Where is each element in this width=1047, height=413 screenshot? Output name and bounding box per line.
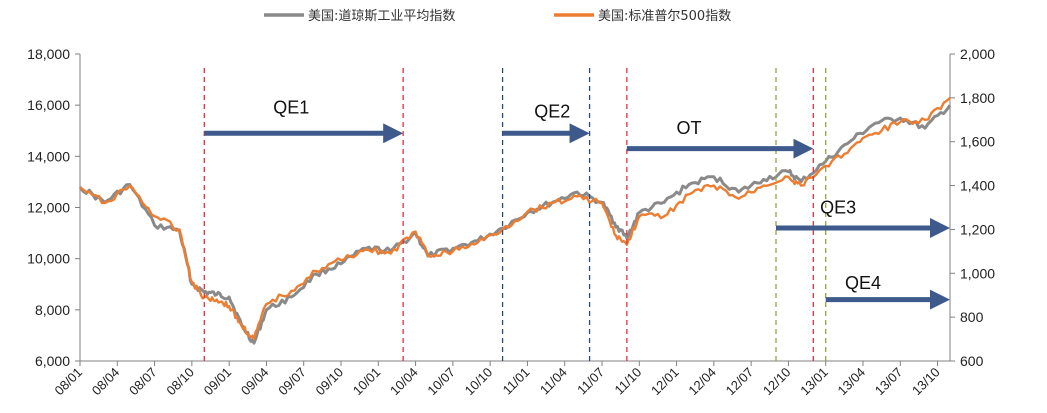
x-tick-label: 11/01: [500, 365, 533, 398]
y-axis-right: 600 800 1,000 1,200 1,400 1,600 1,800 2,000: [949, 46, 995, 369]
annotations: QE1 QE2 OT QE3 QE4: [204, 98, 950, 310]
y-right-tick-label: 1,400: [960, 178, 995, 194]
annotation-label: QE4: [845, 273, 881, 293]
x-tick-label: 08/04: [89, 365, 123, 399]
legend-label-1: 美国:道琼斯工业平均指数: [308, 9, 455, 24]
y-right-tick-label: 2,000: [960, 46, 995, 62]
y-left-tick-label: 12,000: [27, 200, 70, 216]
y-right-tick-label: 800: [960, 309, 984, 325]
annotation-label: OT: [677, 118, 702, 138]
y-right-tick-label: 600: [960, 353, 984, 369]
annotation-label: QE1: [273, 98, 309, 118]
x-axis: 08/01 08/04 08/07 08/10 09/01 09/04 09/07 09/10…: [52, 360, 950, 399]
x-tick-label: 12/07: [723, 365, 757, 399]
y-left-tick-label: 14,000: [27, 148, 70, 164]
x-tick-label: 13/01: [797, 365, 831, 399]
x-tick-label: 09/07: [275, 365, 309, 399]
x-tick-label: 10/07: [424, 365, 458, 399]
y-left-tick-label: 6,000: [35, 353, 70, 369]
x-tick-label: 09/10: [313, 365, 347, 399]
x-tick-label: 09/01: [201, 365, 235, 399]
x-tick-label: 10/04: [387, 365, 421, 399]
y-right-tick-label: 1,800: [960, 90, 995, 106]
x-tick-label: 11/10: [611, 365, 644, 398]
x-tick-label: 12/10: [760, 365, 794, 399]
series-line-1: [78, 104, 952, 345]
x-tick-label: 13/07: [872, 365, 906, 399]
x-tick-label: 13/04: [835, 365, 869, 399]
x-tick-label: 10/01: [350, 365, 384, 399]
series-lines: [78, 96, 952, 345]
x-tick-label: 08/01: [52, 365, 86, 399]
x-tick-label: 10/10: [462, 365, 496, 399]
event-lines: [203, 68, 827, 361]
y-left-tick-label: 10,000: [27, 251, 70, 267]
x-tick-label: 11/04: [537, 365, 570, 398]
x-tick-label: 13/10: [909, 365, 943, 399]
annotation-label: QE2: [534, 102, 570, 122]
x-tick-label: 09/04: [238, 365, 272, 399]
y-left-tick-label: 8,000: [35, 302, 70, 318]
y-left-tick-label: 18,000: [27, 46, 70, 62]
x-tick-label: 08/07: [126, 365, 160, 399]
legend-label-2: 美国:标准普尔500指数: [598, 9, 731, 24]
y-left-tick-label: 16,000: [27, 97, 70, 113]
legend: 美国:道琼斯工业平均指数 美国:标准普尔500指数: [264, 9, 731, 24]
series-line-2: [79, 96, 951, 341]
y-right-tick-label: 1,200: [960, 221, 995, 237]
y-axis-left: 6,000 8,000 10,000 12,000 14,000 16,000 18,000: [27, 46, 81, 369]
annotation-label: QE3: [820, 198, 856, 218]
y-right-tick-label: 1,600: [960, 134, 995, 150]
y-right-tick-label: 1,000: [960, 265, 995, 281]
x-tick-label: 12/01: [648, 365, 682, 399]
x-tick-label: 11/07: [574, 365, 607, 398]
x-tick-label: 12/04: [685, 365, 719, 399]
x-tick-label: 08/10: [163, 365, 197, 399]
